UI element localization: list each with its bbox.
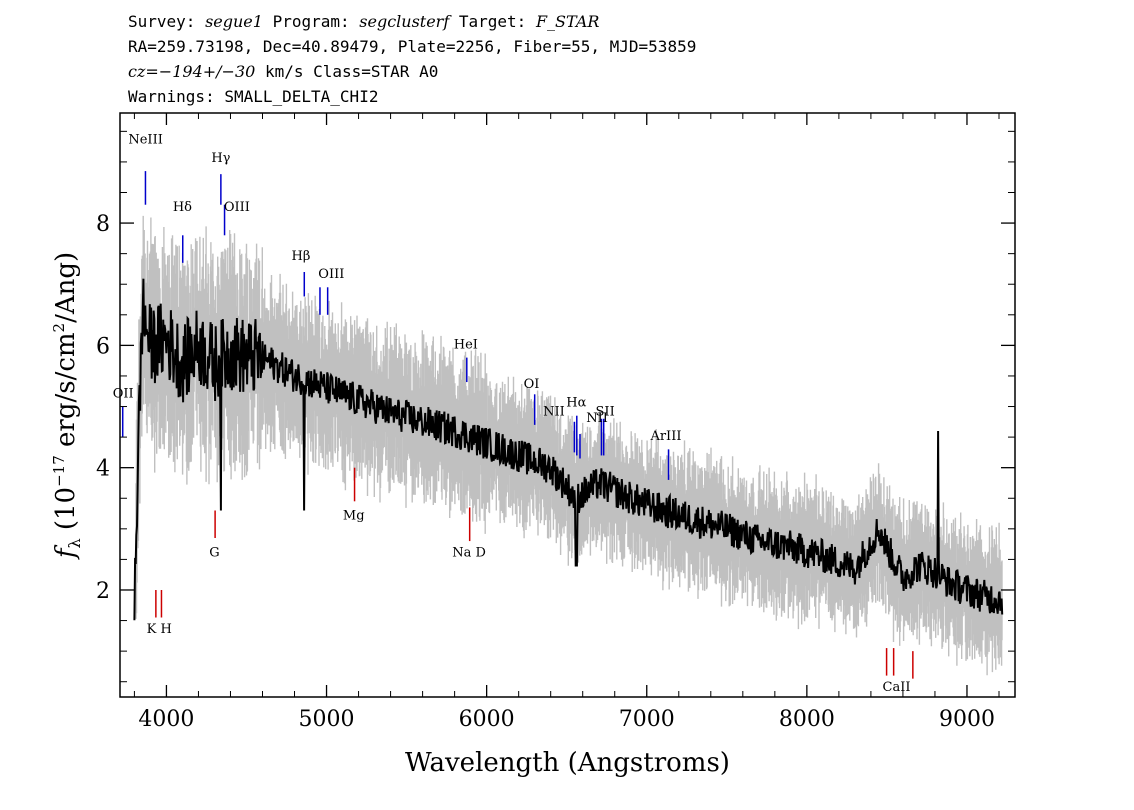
flux-layer — [133, 278, 1004, 621]
y-axis-label-sq: 2 — [50, 323, 68, 333]
line-label-11: SII — [596, 405, 615, 420]
line-label-6: HeI — [454, 337, 478, 352]
line-label-4: Hβ — [291, 249, 310, 264]
program-value: segclusterf — [359, 12, 450, 31]
header-line-2: RA=259.73198, Dec=40.89479, Plate=2256, … — [128, 37, 697, 56]
line-label-2: Hγ — [211, 151, 230, 166]
line-label-9: Hα — [566, 396, 586, 411]
spectral-line-labels: NeIIIHδHγOIIIHβOIIIHeIOINIIHαNIISIIArIII… — [113, 133, 911, 695]
y-axis-label-end: /Ang) — [51, 252, 81, 323]
cz-value: cz=−194+/−30 — [128, 62, 256, 81]
line-label-3: OIII — [224, 200, 250, 215]
y-axis-label-exp: −17 — [50, 455, 68, 487]
line-label-0: NeIII — [128, 133, 162, 148]
line-label-13: OII — [113, 386, 134, 401]
line-label-14: K H — [147, 622, 172, 637]
noise-band-path — [135, 215, 1003, 676]
survey-value: segue1 — [205, 12, 263, 31]
survey-label: Survey: — [128, 12, 206, 31]
line-label-16: Mg — [343, 509, 365, 524]
header-line-4: Warnings: SMALL_DELTA_CHI2 — [128, 87, 379, 106]
line-label-7: OI — [524, 377, 540, 392]
y-tick-label: 6 — [96, 334, 110, 359]
line-label-10: NII — [586, 411, 608, 426]
y-axis-label: fλ (10−17 erg/s/cm2/Ang) — [50, 252, 84, 560]
x-tick-label: 4000 — [138, 707, 194, 732]
y-tick-label: 4 — [96, 457, 110, 482]
noise-band — [135, 215, 1003, 676]
y-axis-label-sub: λ — [65, 538, 84, 548]
line-label-8: NII — [543, 405, 565, 420]
program-label: Program: — [262, 12, 360, 31]
target-label: Target: — [449, 12, 536, 31]
x-axis-label: Wavelength (Angstroms) — [405, 748, 730, 778]
line-label-1: Hδ — [173, 200, 192, 215]
line-label-12: ArIII — [649, 429, 681, 444]
y-axis-label-unit2: erg/s/cm — [51, 332, 81, 455]
x-tick-label: 8000 — [779, 707, 835, 732]
axes: 4000 5000 6000 7000 8000 9000 2 4 6 8 Wavelength (… — [50, 112, 1016, 778]
x-tick-label: 6000 — [459, 707, 515, 732]
y-axis-label-unit: (10 — [51, 487, 81, 539]
x-tick-label: 9000 — [939, 707, 995, 732]
y-tick-label: 8 — [96, 212, 110, 237]
x-tick-label: 5000 — [299, 707, 355, 732]
line-label-15: G — [209, 545, 219, 560]
spectral-lines — [121, 171, 914, 679]
line-label-17: Na D — [452, 545, 486, 560]
header-line-3: cz=−194+/−30 km/s Class=STAR A0 — [128, 62, 438, 82]
class-text: km/s Class=STAR A0 — [255, 62, 439, 81]
line-label-18: CaII — [883, 680, 911, 695]
y-tick-label: 2 — [96, 579, 110, 604]
line-label-5: OIII — [318, 267, 344, 282]
x-tick-label: 7000 — [619, 707, 675, 732]
flux-line — [133, 278, 1004, 621]
target-value: F_STAR — [535, 12, 600, 31]
plot-frame — [119, 112, 1016, 698]
header-line-1: Survey: segue1 Program: segclusterf Targ… — [128, 12, 599, 32]
